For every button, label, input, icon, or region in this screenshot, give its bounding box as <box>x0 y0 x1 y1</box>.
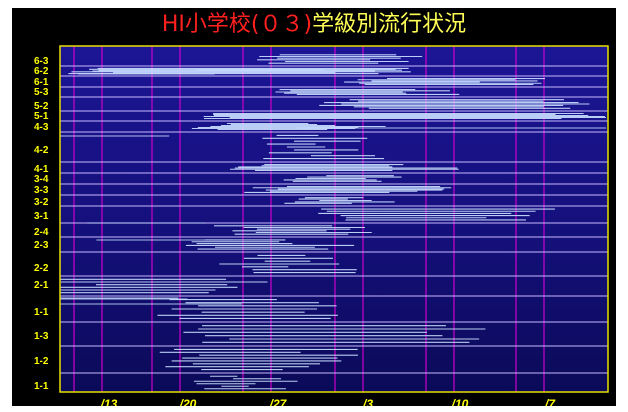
x-tick-label: /13 <box>100 397 118 406</box>
y-tick-label: 1-2 <box>34 356 49 367</box>
absence-bars <box>60 54 606 390</box>
flu-status-chart: 6-36-26-15-3 5-25-14-3 4-2 4-13-43-33-2 3-1 2… <box>34 45 609 406</box>
plot-border <box>59 45 609 393</box>
y-tick-label: 6-2 <box>34 66 49 77</box>
y-tick-label: 3-3 <box>34 185 49 196</box>
y-tick-label: 3-2 <box>34 197 49 208</box>
chart-title-caption: 学級別流行状況 <box>312 12 467 37</box>
y-tick-label: 4-3 <box>34 122 49 133</box>
y-tick-label: 2-4 <box>34 227 49 238</box>
y-tick-label: 1-1 <box>34 381 49 392</box>
y-tick-label: 1-1 <box>34 307 49 318</box>
y-axis-labels: 6-36-26-15-3 5-25-14-3 4-2 4-13-43-33-2 3-1 2… <box>34 56 49 392</box>
y-tick-label: 6-1 <box>34 77 49 88</box>
x-tick-label: /27 <box>269 397 288 406</box>
y-tick-label: 2-3 <box>34 240 49 251</box>
chart-title-school: HI小学校(０３) <box>161 12 313 37</box>
y-tick-label: 5-1 <box>34 111 49 122</box>
x-tick-label: /7 <box>544 397 556 406</box>
y-tick-label: 1-3 <box>34 331 49 342</box>
x-axis-labels: /13/20/27/3/10/7 <box>100 397 557 406</box>
y-tick-label: 4-2 <box>34 145 49 156</box>
y-tick-label: 6-3 <box>34 56 49 67</box>
y-tick-label: 4-1 <box>34 164 49 175</box>
y-tick-label: 3-1 <box>34 211 49 222</box>
x-tick-label: /3 <box>362 397 373 406</box>
x-tick-label: /10 <box>451 397 469 406</box>
chart-title: HI小学校(０３)学級別流行状況 <box>14 8 614 42</box>
plot-area <box>60 46 608 392</box>
y-tick-label: 3-4 <box>34 174 49 185</box>
y-tick-label: 2-2 <box>34 263 49 274</box>
y-tick-label: 2-1 <box>34 280 49 291</box>
y-tick-label: 5-3 <box>34 87 49 98</box>
row-gridlines <box>60 65 608 374</box>
y-tick-label: 5-2 <box>34 101 49 112</box>
x-tick-label: /20 <box>179 397 197 406</box>
